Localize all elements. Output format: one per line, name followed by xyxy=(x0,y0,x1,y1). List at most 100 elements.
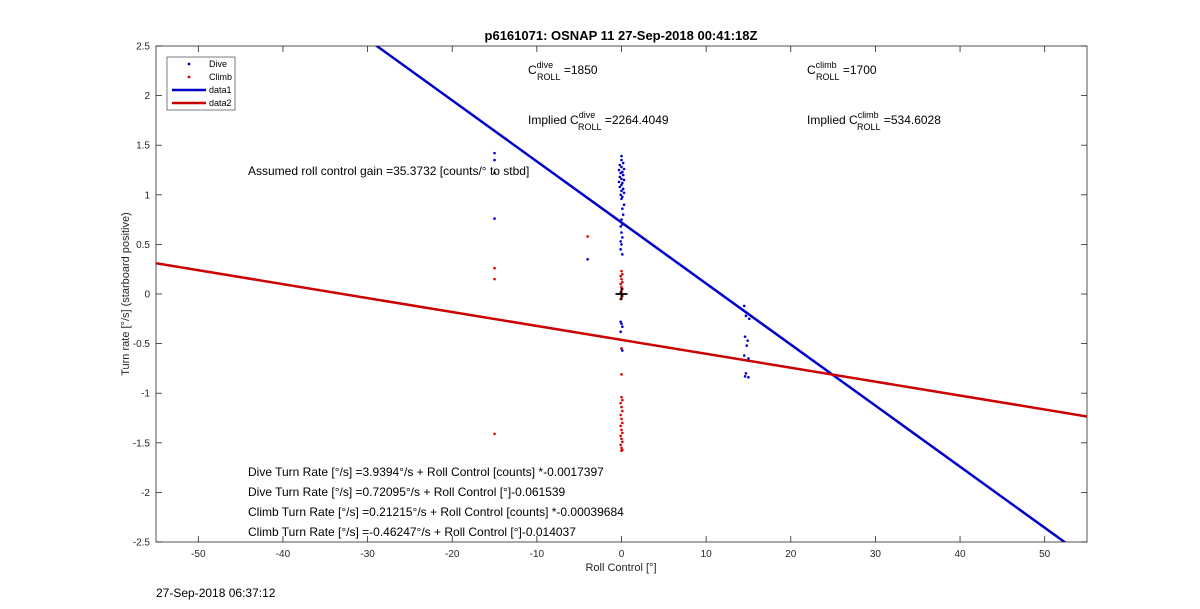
dive-point xyxy=(621,325,624,329)
dive-point xyxy=(745,344,749,347)
dive-point xyxy=(621,181,624,185)
climb-point xyxy=(586,235,589,238)
legend-climb-label: Climb xyxy=(209,72,232,82)
dive-point xyxy=(622,203,626,207)
x-tick-label: 10 xyxy=(701,549,713,560)
y-tick-label: -1 xyxy=(141,389,150,400)
implied-climb-prefix: Implied C xyxy=(807,113,858,127)
dive-point xyxy=(622,178,626,182)
dive-point xyxy=(621,223,624,226)
climb-point xyxy=(619,424,622,428)
dive-point xyxy=(621,236,624,239)
climb-point xyxy=(621,398,624,402)
y-tick-label: 2 xyxy=(144,91,150,102)
dive-point xyxy=(619,171,622,175)
dive-equation-counts: Dive Turn Rate [°/s] =3.9394°/s + Roll C… xyxy=(248,465,604,479)
y-tick-label: -2 xyxy=(141,488,150,499)
legend-box xyxy=(166,56,236,111)
x-tick-label: 0 xyxy=(619,549,625,560)
dive-point xyxy=(620,218,623,221)
climb-point xyxy=(621,431,624,435)
climb-point xyxy=(619,413,622,417)
dive-point xyxy=(621,253,624,256)
dive-point xyxy=(622,191,626,195)
implied-climb-sup: climb xyxy=(858,110,879,120)
c-roll-climb-annotation: Cclimb ROLL =1700 xyxy=(807,60,877,82)
implied-c-roll-dive-annotation: Implied Cdive ROLL =2264.4049 xyxy=(528,110,669,132)
climb-point xyxy=(621,440,624,444)
x-axis-label: Roll Control [°] xyxy=(585,562,656,574)
dive-point xyxy=(621,213,625,216)
c-roll-dive-sub: ROLL xyxy=(537,72,561,82)
dive-point xyxy=(742,354,746,357)
dive-point xyxy=(493,158,496,162)
y-tick-label: 2.5 xyxy=(136,42,150,53)
dive-point xyxy=(747,376,750,379)
dive-point xyxy=(620,154,623,158)
dive-point xyxy=(621,195,624,199)
dive-point xyxy=(620,158,623,162)
implied-dive-value: =2264.4049 xyxy=(602,113,669,127)
climb-point xyxy=(620,446,623,450)
climb-point xyxy=(621,409,624,413)
y-tick-label: 1 xyxy=(144,190,150,201)
dive-point xyxy=(619,330,622,333)
dive-point xyxy=(744,314,748,318)
climb-equation-degrees: Climb Turn Rate [°/s] =-0.46247°/s + Rol… xyxy=(248,525,576,539)
implied-dive-sub: ROLL xyxy=(578,122,602,132)
c-roll-dive-annotation: Cdive ROLL =1850 xyxy=(528,60,598,82)
x-tick-label: -20 xyxy=(445,549,460,560)
climb-point xyxy=(620,395,623,399)
dive-point xyxy=(493,217,496,220)
climb-equation-counts: Climb Turn Rate [°/s] =0.21215°/s + Roll… xyxy=(248,505,624,519)
dive-point xyxy=(618,185,622,189)
fit-line-data2 xyxy=(156,262,1087,418)
y-axis-label: Turn rate [°/s] (starboard positive) xyxy=(120,212,132,376)
climb-point xyxy=(621,421,624,425)
climb-point xyxy=(620,437,623,441)
x-tick-label: -40 xyxy=(276,549,291,560)
dive-point xyxy=(621,349,624,352)
dive-point xyxy=(620,189,623,193)
c-roll-dive-c: C xyxy=(528,63,537,77)
legend-dive-swatch xyxy=(187,62,191,66)
dive-point xyxy=(620,177,623,181)
y-tick-label: 0 xyxy=(144,290,150,301)
dive-point xyxy=(620,231,623,234)
implied-climb-sub: ROLL xyxy=(857,122,881,132)
climb-point xyxy=(619,434,622,438)
dive-point xyxy=(621,173,625,177)
dive-point xyxy=(619,248,622,251)
dive-point xyxy=(619,225,622,228)
y-tick-label: 0.5 xyxy=(136,240,150,251)
x-tick-label: 20 xyxy=(785,549,797,560)
x-axis-ticks: -50 -40 -30 -20 -10 0 10 20 30 40 50 xyxy=(191,46,1051,560)
roll-gain-annotation: Assumed roll control gain =35.3732 [coun… xyxy=(248,164,529,178)
dive-point xyxy=(586,257,589,261)
climb-point xyxy=(620,405,623,409)
climb-point xyxy=(621,272,624,276)
climb-point xyxy=(619,443,622,447)
implied-climb-value: =534.6028 xyxy=(881,113,942,127)
dive-point xyxy=(619,240,622,243)
c-roll-dive-value: =1850 xyxy=(561,63,598,77)
dive-point xyxy=(746,339,749,342)
dive-point xyxy=(617,180,621,184)
y-tick-label: 1.5 xyxy=(136,141,150,152)
climb-point xyxy=(493,277,496,281)
climb-point xyxy=(621,280,624,284)
c-roll-dive-sup: dive xyxy=(537,60,554,70)
x-tick-label: 30 xyxy=(870,549,882,560)
dive-point xyxy=(619,320,622,324)
dive-point xyxy=(742,304,746,308)
dive-point xyxy=(620,322,623,326)
dive-point xyxy=(620,183,623,187)
c-roll-climb-value: =1700 xyxy=(840,63,877,77)
origin-marker xyxy=(615,288,628,300)
climb-point xyxy=(620,428,623,432)
dive-point xyxy=(621,207,624,210)
dive-point xyxy=(618,163,622,167)
climb-point xyxy=(619,282,622,286)
climb-point xyxy=(493,432,496,436)
